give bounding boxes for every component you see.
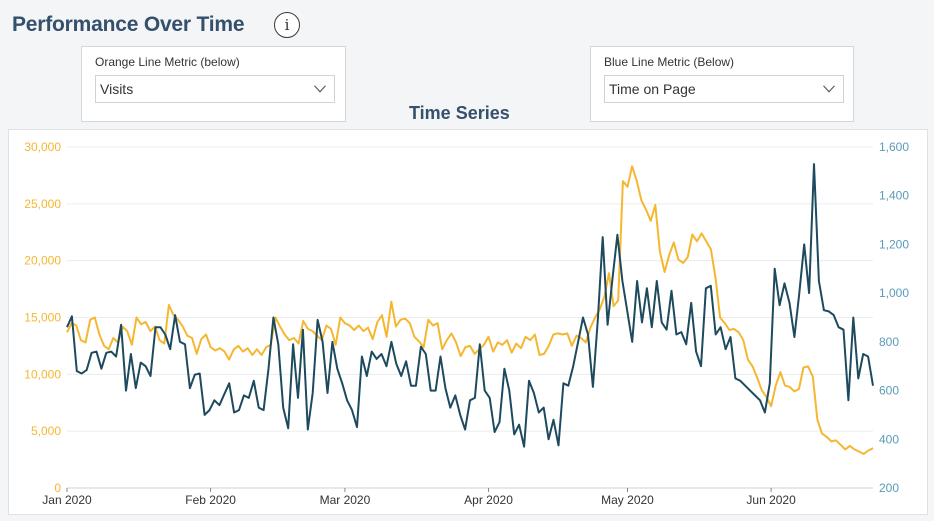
x-axis-tick-label: May 2020 — [601, 493, 654, 507]
left-axis-tick-label: 25,000 — [24, 197, 61, 211]
x-axis-tick-label: Jan 2020 — [42, 493, 92, 507]
right-axis-tick-label: 1,600 — [879, 140, 909, 154]
right-axis-tick-label: 600 — [879, 384, 899, 398]
x-axis-tick-label: Mar 2020 — [320, 493, 371, 507]
right-axis-tick-label: 800 — [879, 335, 899, 349]
orange-metric-label: Orange Line Metric (below) — [95, 55, 240, 69]
left-axis-tick-label: 0 — [54, 481, 61, 495]
chevron-down-icon — [823, 85, 835, 93]
orange-metric-filter: Orange Line Metric (below) Visits — [81, 46, 346, 122]
info-icon[interactable]: i — [274, 12, 300, 38]
right-axis-tick-label: 1,400 — [879, 189, 909, 203]
blue-series-line — [66, 163, 874, 448]
x-axis-tick-label: Feb 2020 — [185, 493, 236, 507]
x-axis-tick-label: Apr 2020 — [464, 493, 513, 507]
page-title: Performance Over Time — [12, 13, 245, 36]
right-axis-tick-label: 200 — [879, 481, 899, 495]
right-axis-tick-label: 400 — [879, 432, 899, 446]
orange-metric-value: Visits — [100, 81, 134, 97]
x-axis-tick-label: Jun 2020 — [746, 493, 796, 507]
blue-metric-filter: Blue Line Metric (Below) Time on Page — [590, 46, 854, 122]
blue-metric-value: Time on Page — [609, 81, 696, 97]
left-axis-tick-label: 10,000 — [24, 367, 61, 381]
right-axis-tick-label: 1,000 — [879, 286, 909, 300]
left-axis-tick-label: 15,000 — [24, 311, 61, 325]
left-axis-tick-label: 5,000 — [31, 424, 61, 438]
orange-series-line — [66, 165, 874, 455]
time-series-chart: 0 5,000 10,000 15,000 20,000 25,000 30,000 200 4… — [8, 129, 928, 515]
right-axis-tick-label: 1,200 — [879, 237, 909, 251]
blue-metric-select[interactable]: Time on Page — [604, 75, 844, 103]
left-axis-tick-label: 30,000 — [24, 140, 61, 154]
chart-svg: 0 5,000 10,000 15,000 20,000 25,000 30,000 200 4… — [24, 140, 909, 507]
left-axis-tick-label: 20,000 — [24, 254, 61, 268]
chart-title: Time Series — [409, 103, 510, 123]
chevron-down-icon — [314, 85, 326, 93]
orange-metric-select[interactable]: Visits — [95, 75, 335, 103]
blue-metric-label: Blue Line Metric (Below) — [604, 55, 735, 69]
